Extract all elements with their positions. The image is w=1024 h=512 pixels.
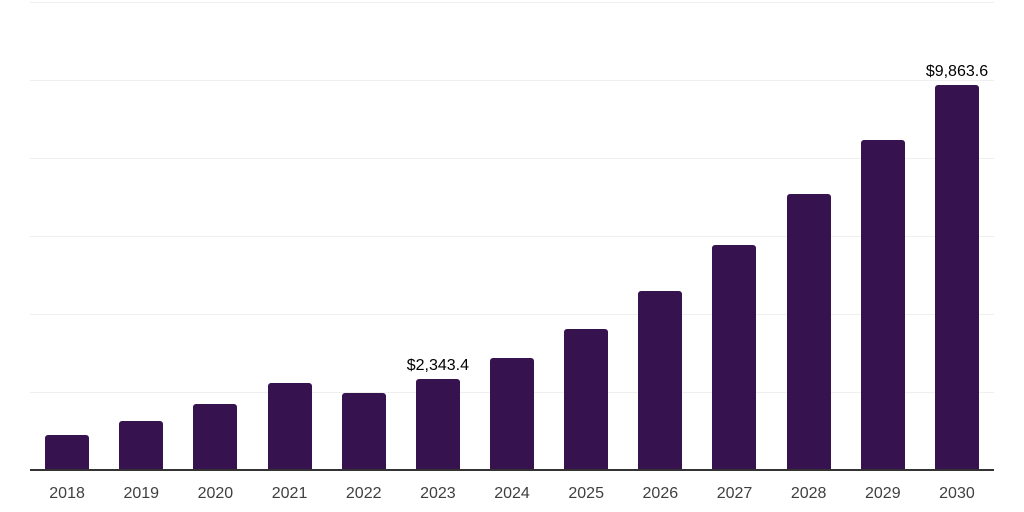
x-tick-label-2025: 2025	[568, 485, 604, 502]
x-tick-label-2018: 2018	[49, 485, 85, 502]
bar-2018[interactable]	[45, 434, 90, 470]
bar-2022[interactable]	[341, 393, 386, 470]
x-tick-label-2029: 2029	[865, 485, 901, 502]
gridline-6000	[30, 236, 994, 237]
gridline-4000	[30, 314, 994, 316]
x-tick-label-2024: 2024	[494, 485, 530, 502]
bar-2027[interactable]	[712, 245, 757, 470]
bar-2025[interactable]	[564, 328, 609, 470]
x-tick-label-2030: 2030	[939, 485, 975, 502]
bar-slot-2025	[549, 2, 623, 470]
gridline-12000	[30, 2, 994, 3]
bar-slot-2026	[623, 2, 697, 470]
bar-slot-2020	[178, 2, 252, 470]
bar-2024[interactable]	[490, 358, 535, 470]
bar-slot-2029	[846, 2, 920, 470]
bar-slot-2022	[327, 2, 401, 470]
gridline-10000	[30, 80, 994, 81]
bar-slot-2019	[104, 2, 178, 470]
x-tick-label-2020: 2020	[197, 485, 234, 502]
bar-2026[interactable]	[638, 290, 683, 470]
x-tick-label-2019: 2019	[123, 485, 160, 502]
bar-2029[interactable]	[860, 139, 905, 470]
x-axis-line	[30, 469, 994, 471]
x-tick-label-2026: 2026	[642, 485, 679, 502]
x-tick-label-2022: 2022	[345, 485, 382, 502]
x-tick-label-2021: 2021	[271, 485, 308, 502]
x-tick-label-2028: 2028	[790, 485, 827, 502]
bars-container: $2,343.4 $9,863.6	[30, 2, 994, 470]
plot-area: $2,343.4 $9,863.6	[30, 2, 994, 470]
bar-2021[interactable]	[267, 382, 312, 470]
bar-slot-2027	[697, 2, 771, 470]
x-axis-labels: 2018 2019 2020 2021 2022 2023 2024 2025 2026 2027…	[30, 485, 994, 503]
bar-slot-2023: $2,343.4	[401, 2, 475, 470]
x-tick-label-2023: 2023	[420, 485, 456, 502]
data-label-2030: $9,863.6	[925, 63, 989, 81]
bar-slot-2028	[772, 2, 846, 470]
bar-2023[interactable]	[415, 378, 460, 470]
x-tick-label-2027: 2027	[716, 485, 753, 502]
bar-2030[interactable]	[934, 85, 979, 470]
bar-2019[interactable]	[119, 420, 164, 470]
bar-slot-2030: $9,863.6	[920, 2, 994, 470]
bar-slot-2024	[475, 2, 549, 470]
bar-slot-2021	[252, 2, 326, 470]
data-label-2023: $2,343.4	[406, 356, 469, 374]
gridline-8000	[30, 158, 994, 160]
bar-2028[interactable]	[786, 193, 831, 470]
bar-2020[interactable]	[193, 403, 238, 470]
bar-slot-2018	[30, 2, 104, 470]
